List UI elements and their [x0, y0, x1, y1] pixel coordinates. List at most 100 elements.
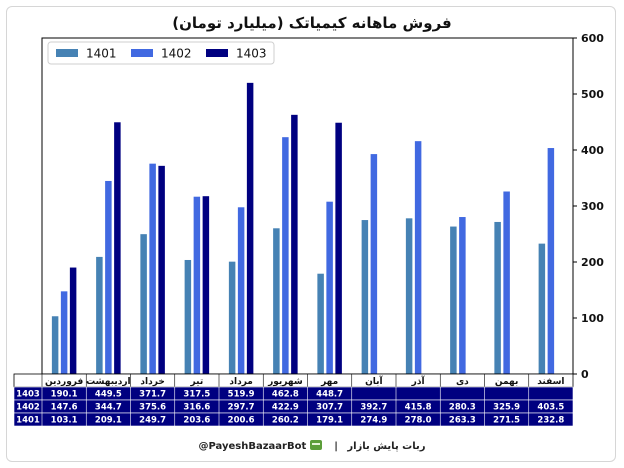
category-label: تیر	[190, 377, 204, 387]
table-cell: 344.7	[95, 403, 122, 413]
bar-1403-1	[69, 267, 77, 374]
legend-label-1401: 1401	[86, 47, 117, 61]
table-cell: 280.3	[449, 403, 476, 413]
chart-title: فروش ماهانه کیمیاتک (میلیارد تومان)	[172, 14, 452, 32]
bar-1402-8	[370, 154, 378, 374]
bar-1403-4	[202, 196, 210, 374]
bar-1403-6	[291, 114, 298, 374]
bar-1402-11	[503, 191, 510, 374]
legend: 1401 1402 1403	[47, 41, 275, 65]
bar-1402-10	[459, 217, 466, 374]
bar-1402-3	[149, 163, 156, 374]
bar-1403-5	[246, 82, 254, 374]
bars-layer	[51, 82, 555, 374]
category-label: آبان	[365, 375, 383, 387]
bar-1402-2	[105, 180, 112, 374]
table-cell: 403.5	[537, 403, 564, 413]
category-label: اسفند	[537, 377, 564, 387]
bar-1401-2	[96, 256, 103, 374]
y-tick-label: 0	[581, 368, 589, 381]
bar-1402-7	[326, 201, 333, 374]
table-cell: 190.1	[51, 390, 78, 400]
bar-1401-5	[228, 261, 236, 374]
bar-1402-4	[193, 196, 201, 374]
legend-swatch-1403	[206, 49, 228, 57]
category-label: آذر	[411, 375, 426, 387]
table-cell: 200.6	[228, 416, 255, 426]
bar-1401-3	[140, 234, 147, 374]
legend-label-1402: 1402	[161, 47, 192, 61]
table-cell: 519.9	[228, 390, 255, 400]
category-label: دی	[456, 377, 469, 387]
category-label: مهر	[320, 377, 338, 387]
table-cell: 375.6	[139, 403, 166, 413]
bar-1402-6	[282, 137, 289, 374]
bar-1401-4	[184, 259, 192, 374]
y-tick-label: 600	[581, 32, 604, 45]
category-label: شهریور	[267, 377, 303, 387]
footer: @PayeshBazaarBot | ربات پایش بازار	[0, 440, 624, 452]
table-cell: 371.7	[139, 390, 166, 400]
table-cell: 271.5	[493, 416, 520, 426]
chart-frame	[6, 6, 616, 462]
y-tick-label: 200	[581, 256, 604, 269]
bar-1402-5	[237, 207, 245, 374]
table-cell: 316.6	[183, 403, 210, 413]
category-label: فروردین	[45, 377, 83, 387]
bar-1403-7	[335, 122, 342, 374]
plot-area	[41, 37, 574, 375]
category-label: بهمن	[495, 377, 518, 387]
table-cell: 209.1	[95, 416, 122, 426]
footer-bot-name: ربات پایش بازار	[347, 441, 426, 452]
robot-icon	[309, 440, 322, 450]
table-cell: 307.7	[316, 403, 343, 413]
footer-handle: @PayeshBazaarBot	[198, 441, 307, 452]
table-cell: 415.8	[405, 403, 432, 413]
table-cell: 448.7	[316, 390, 343, 400]
table-cell: 260.2	[272, 416, 299, 426]
bar-1401-9	[405, 218, 413, 374]
table-cell: 179.1	[316, 416, 343, 426]
bar-1401-12	[538, 243, 546, 374]
table-cell: 297.7	[228, 403, 255, 413]
table-cell: 249.7	[139, 416, 166, 426]
table-cell: 147.6	[51, 403, 78, 413]
table-cell: 203.6	[183, 416, 210, 426]
table-cell: 317.5	[183, 390, 210, 400]
bar-1403-2	[114, 122, 121, 374]
category-label: اردیبهشت	[86, 377, 131, 387]
data-table: فروردین اردیبهشت خرداد تیر مرداد شهریور مهر آبا…	[13, 373, 574, 427]
y-tick-label: 400	[581, 144, 604, 157]
footer-separator: |	[334, 441, 338, 452]
legend-swatch-1402	[131, 49, 153, 57]
table-cell: 462.8	[272, 390, 299, 400]
y-tick-label: 300	[581, 200, 604, 213]
table-row-label: 1402	[16, 403, 40, 413]
table-row-1401	[13, 412, 574, 427]
bar-1401-8	[361, 220, 369, 374]
legend-box	[47, 41, 275, 65]
table-cell: 263.3	[449, 416, 476, 426]
bar-1401-11	[494, 221, 501, 374]
bar-1402-12	[547, 148, 555, 374]
y-tick-label: 500	[581, 88, 604, 101]
table-row-label: 1401	[16, 416, 40, 426]
table-cell: 422.9	[272, 403, 299, 413]
table-cell: 103.1	[51, 416, 78, 426]
bar-1402-1	[60, 291, 68, 374]
bar-1401-10	[450, 226, 457, 374]
legend-label-1403: 1403	[236, 47, 267, 61]
bar-1401-1	[51, 316, 59, 374]
bar-1401-6	[273, 228, 280, 374]
category-label: خرداد	[140, 377, 164, 387]
bar-1403-3	[158, 165, 165, 374]
table-cell: 392.7	[360, 403, 387, 413]
table-cell: 325.9	[493, 403, 520, 413]
y-tick-label: 100	[581, 312, 604, 325]
category-label: مرداد	[229, 377, 253, 387]
legend-swatch-1401	[56, 49, 78, 57]
table-row-label: 1403	[16, 390, 40, 400]
table-cell: 449.5	[95, 390, 122, 400]
bar-1401-7	[317, 273, 324, 374]
